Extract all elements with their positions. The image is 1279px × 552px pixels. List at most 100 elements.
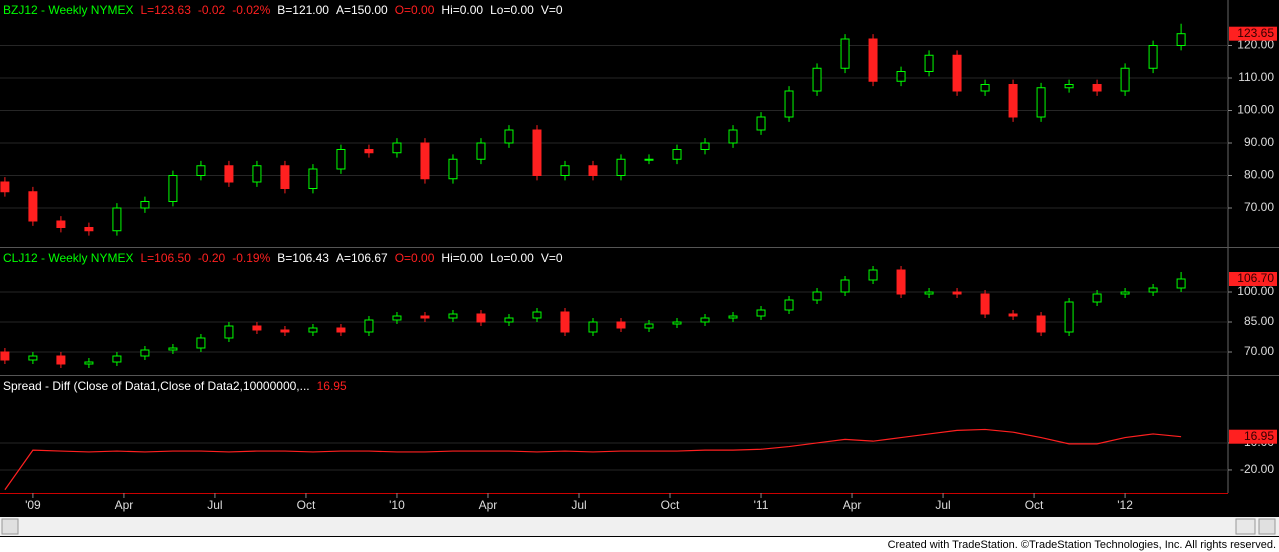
candle-body bbox=[196, 337, 206, 349]
candle-body bbox=[504, 129, 514, 144]
footer: Created with TradeStation. ©TradeStation… bbox=[888, 539, 1276, 551]
header-item: V=0 bbox=[541, 251, 563, 265]
candle-body bbox=[392, 142, 402, 154]
header-item: -0.19% bbox=[232, 251, 270, 265]
candle-body bbox=[616, 321, 626, 329]
x-tick-label: '11 bbox=[754, 498, 769, 512]
last-value-box bbox=[1229, 26, 1277, 41]
last-value-box bbox=[1229, 272, 1277, 286]
candle-body bbox=[0, 351, 10, 361]
candle-body bbox=[756, 116, 766, 131]
candle-body bbox=[476, 142, 486, 160]
candle-body bbox=[616, 158, 626, 176]
candle-body bbox=[336, 327, 346, 333]
candle-body bbox=[392, 315, 402, 321]
candle-body bbox=[56, 220, 66, 228]
y-tick-label: 70.00 bbox=[1244, 200, 1274, 214]
y-tick-label: 80.00 bbox=[1244, 168, 1274, 182]
scroll-thumb[interactable] bbox=[1235, 518, 1256, 535]
candle-body bbox=[672, 149, 682, 160]
candle-body bbox=[1064, 301, 1074, 333]
candle-body bbox=[952, 54, 962, 92]
candle-body bbox=[420, 315, 430, 319]
x-tick-label: '09 bbox=[25, 498, 41, 512]
candle-body bbox=[588, 321, 598, 333]
y-tick-label: 100.00 bbox=[1237, 103, 1274, 117]
candle-body bbox=[504, 317, 514, 323]
candle-body bbox=[280, 165, 290, 189]
candle-body bbox=[140, 201, 150, 209]
candle-body bbox=[644, 158, 654, 161]
candle-body bbox=[560, 311, 570, 333]
candle-body bbox=[952, 291, 962, 295]
candle-body bbox=[420, 142, 430, 180]
candle-body bbox=[84, 361, 94, 365]
header-item: L=123.63 bbox=[140, 3, 191, 17]
x-tick-label: Oct bbox=[1025, 498, 1044, 512]
header-item: A=150.00 bbox=[336, 3, 388, 17]
header-item: Lo=0.00 bbox=[490, 251, 534, 265]
candle-body bbox=[56, 355, 66, 365]
candle-body bbox=[1176, 278, 1186, 289]
header-item: O=0.00 bbox=[395, 3, 435, 17]
candle-body bbox=[168, 175, 178, 202]
candle-body bbox=[112, 207, 122, 232]
scrollbar[interactable] bbox=[0, 517, 1279, 536]
candle-body bbox=[168, 347, 178, 351]
header-item: CLJ12 - Weekly NYMEX bbox=[3, 251, 133, 265]
candle-body bbox=[364, 149, 374, 154]
candle-body bbox=[308, 168, 318, 189]
header-item: Hi=0.00 bbox=[441, 3, 483, 17]
candle-body bbox=[280, 329, 290, 333]
candle-body bbox=[896, 269, 906, 295]
candle-body bbox=[112, 355, 122, 363]
y-tick-label: 70.00 bbox=[1244, 344, 1274, 358]
panel-header: BZJ12 - Weekly NYMEX L=123.63 -0.02 -0.02% B… bbox=[3, 3, 563, 17]
header-item: B=121.00 bbox=[277, 3, 329, 17]
scroll-left[interactable] bbox=[1, 518, 19, 535]
header-item: -0.20 bbox=[198, 251, 226, 265]
candle-body bbox=[812, 67, 822, 92]
spread-line bbox=[4, 428, 1182, 491]
x-tick-label: '12 bbox=[1117, 498, 1133, 512]
candle-body bbox=[980, 293, 990, 315]
header-item: L=106.50 bbox=[140, 251, 191, 265]
candle-body bbox=[1092, 84, 1102, 92]
candle-body bbox=[784, 90, 794, 118]
y-tick-label: 85.00 bbox=[1244, 314, 1274, 328]
candle-body bbox=[700, 317, 710, 323]
candle-body bbox=[476, 313, 486, 323]
candle-body bbox=[140, 349, 150, 357]
candle-body bbox=[448, 158, 458, 180]
header-item: B=106.43 bbox=[277, 251, 329, 265]
last-value-label: 123.65 bbox=[1237, 26, 1274, 40]
candle-body bbox=[532, 129, 542, 176]
candle-body bbox=[1036, 315, 1046, 333]
header-item: -0.02% bbox=[232, 3, 270, 17]
candle-body bbox=[1176, 33, 1186, 46]
candle-body bbox=[252, 165, 262, 183]
header-item: Hi=0.00 bbox=[441, 251, 483, 265]
header-item: O=0.00 bbox=[395, 251, 435, 265]
header-item: Spread - Diff (Close of Data1,Close of D… bbox=[3, 379, 310, 393]
candle-body bbox=[84, 227, 94, 232]
candle-body bbox=[196, 165, 206, 176]
candle-body bbox=[1064, 84, 1074, 89]
candle-body bbox=[448, 313, 458, 319]
candle-body bbox=[588, 165, 598, 176]
candle-body bbox=[812, 291, 822, 301]
y-tick-label: 90.00 bbox=[1244, 135, 1274, 149]
candle-body bbox=[644, 323, 654, 329]
candle-body bbox=[532, 311, 542, 319]
header-item: V=0 bbox=[541, 3, 563, 17]
y-tick-label: 120.00 bbox=[1237, 38, 1274, 52]
candle-body bbox=[1148, 287, 1158, 293]
x-tick-label: Apr bbox=[843, 498, 862, 512]
scroll-right[interactable] bbox=[1258, 518, 1276, 535]
candle-body bbox=[700, 142, 710, 150]
candle-body bbox=[924, 54, 934, 72]
candle-body bbox=[784, 299, 794, 311]
x-tick-label: Oct bbox=[297, 498, 316, 512]
